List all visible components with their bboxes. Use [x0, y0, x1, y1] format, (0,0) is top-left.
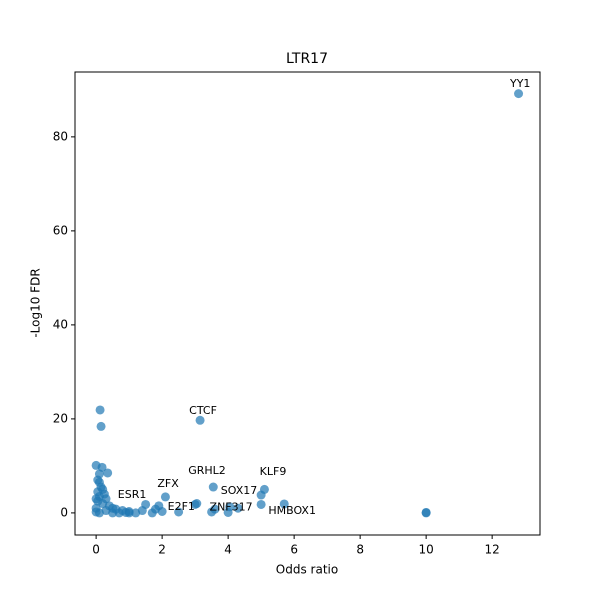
y-tick-label: 80	[53, 129, 68, 143]
x-tick-label: 4	[224, 543, 232, 557]
point	[210, 504, 220, 514]
annotation: HMBOX1	[268, 504, 316, 517]
x-tick-label: 2	[158, 543, 166, 557]
annotation: YY1	[509, 77, 530, 90]
plot-frame	[74, 71, 541, 536]
annotation: GRHL2	[188, 464, 226, 477]
point	[192, 499, 202, 509]
point	[160, 492, 170, 502]
point	[114, 508, 124, 518]
annotation: SOX17	[221, 484, 257, 497]
point	[514, 89, 524, 99]
point	[259, 484, 269, 494]
point	[195, 415, 205, 425]
annotation: CTCF	[189, 404, 217, 417]
point	[96, 421, 106, 431]
y-axis-label: -Log10 FDR	[29, 268, 43, 337]
point	[94, 508, 104, 518]
point	[95, 405, 105, 415]
point	[121, 507, 131, 517]
y-tick-label: 20	[53, 411, 68, 425]
x-tick-label: 12	[485, 543, 500, 557]
point	[256, 499, 266, 509]
annotation: E2F1	[168, 500, 195, 513]
y-tick-label: 60	[53, 223, 68, 237]
point	[208, 482, 218, 492]
x-axis-label: Odds ratio	[276, 563, 338, 577]
x-tick-label: 0	[92, 543, 100, 557]
point	[421, 507, 431, 517]
y-tick-label: 40	[53, 317, 68, 331]
chart-title: LTR17	[286, 51, 328, 67]
point	[174, 507, 184, 517]
point	[147, 508, 157, 518]
point	[103, 468, 113, 478]
x-tick-label: 6	[290, 543, 298, 557]
point	[108, 508, 118, 518]
x-tick-label: 8	[356, 543, 364, 557]
point	[137, 506, 147, 516]
point	[157, 506, 167, 516]
annotation: KLF9	[260, 465, 287, 478]
point	[233, 503, 243, 513]
point	[225, 502, 235, 512]
annotation: ESR1	[118, 488, 147, 501]
annotation: ZFX	[157, 477, 179, 490]
annotation: ZNF317	[210, 501, 253, 514]
point	[279, 499, 289, 509]
y-tick-label: 0	[60, 505, 68, 519]
x-tick-label: 10	[419, 543, 434, 557]
